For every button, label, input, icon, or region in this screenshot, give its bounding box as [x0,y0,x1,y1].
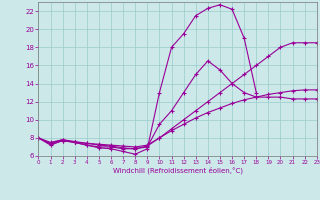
X-axis label: Windchill (Refroidissement éolien,°C): Windchill (Refroidissement éolien,°C) [113,167,243,174]
